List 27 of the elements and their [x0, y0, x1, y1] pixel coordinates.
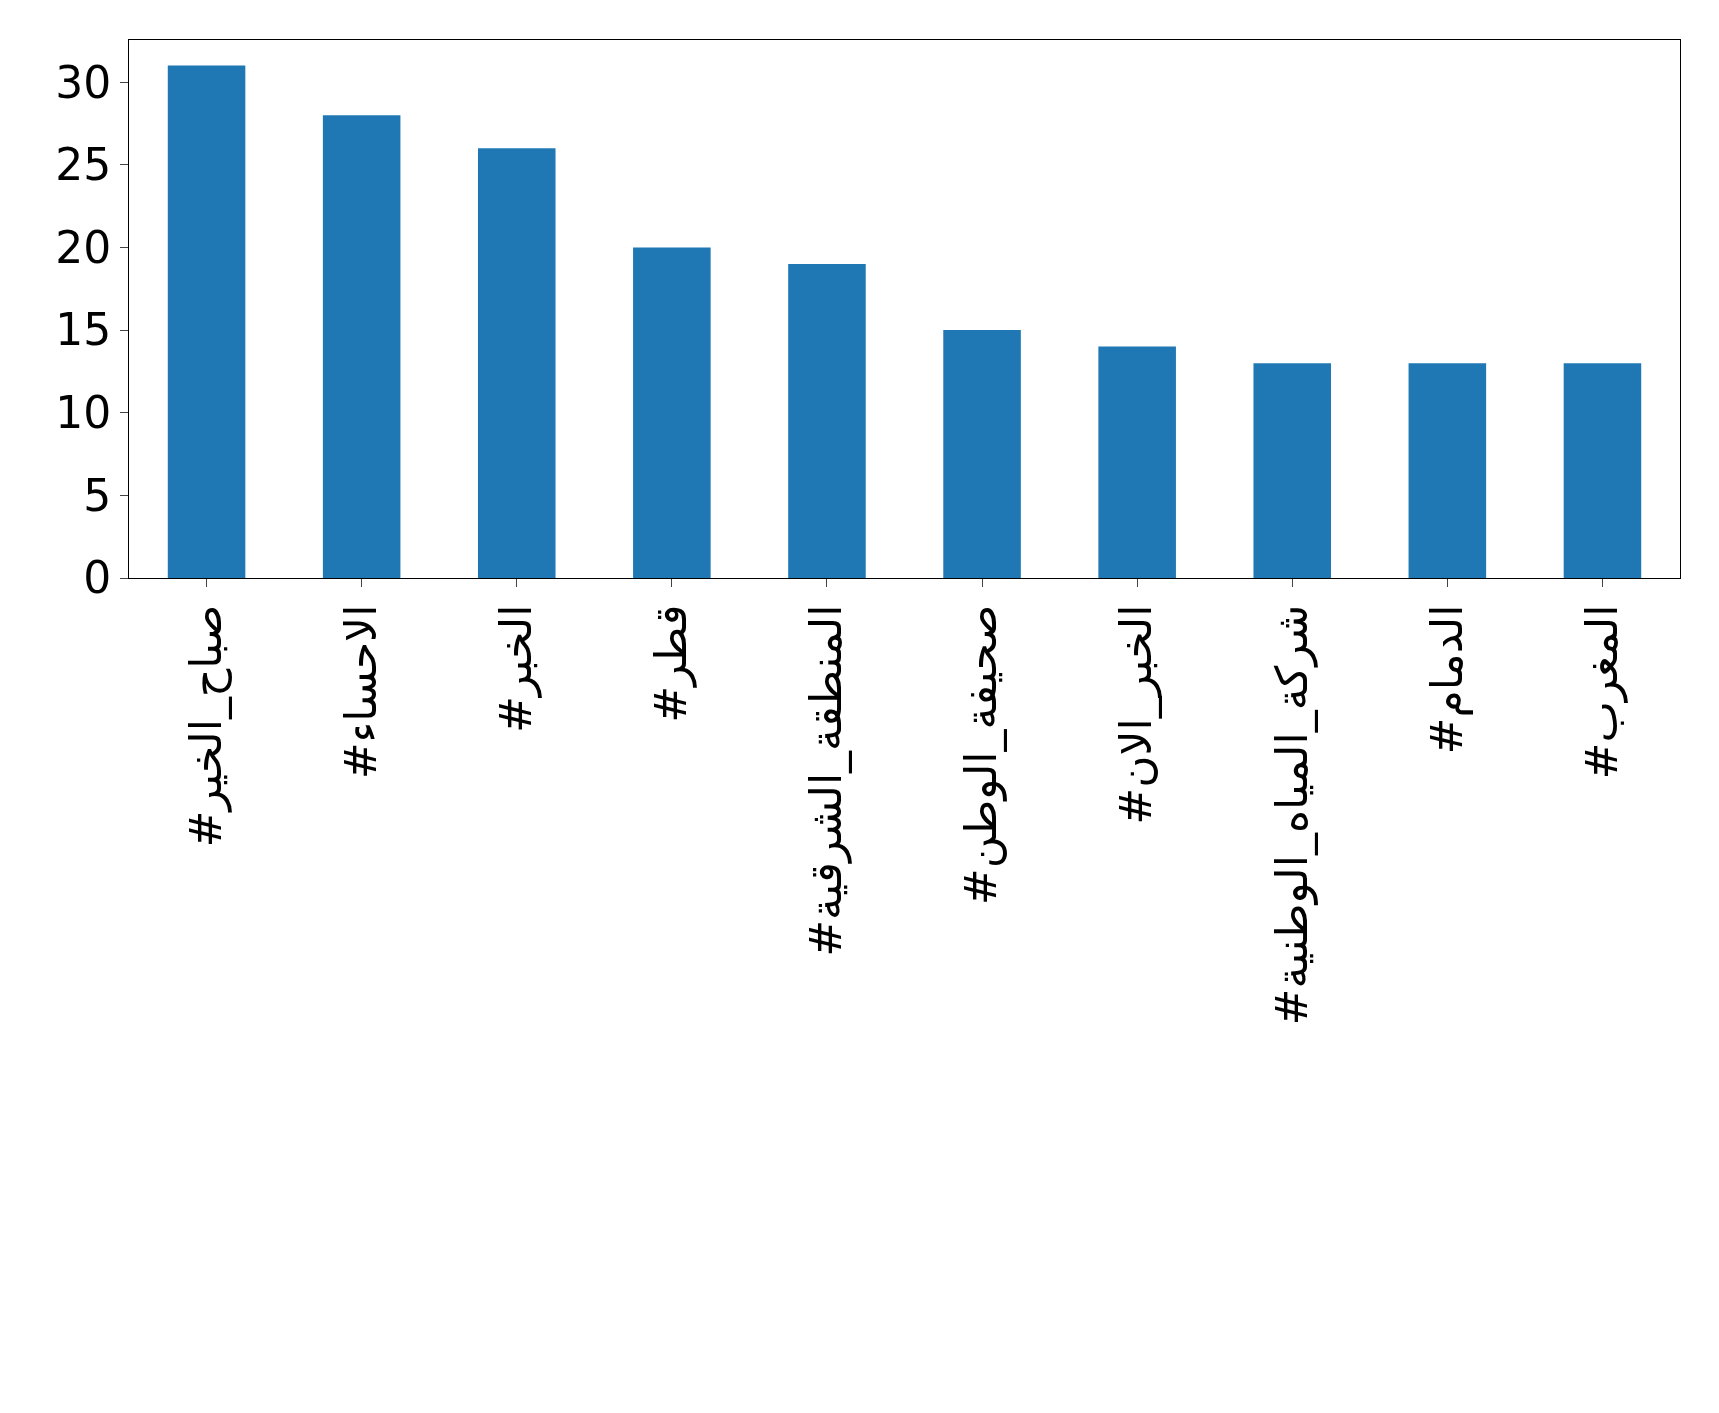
x-tick-label: #صحيفة_الوطن: [955, 604, 1008, 906]
y-tick-label: 5: [83, 469, 112, 521]
x-tick-label: #صباح_الخير: [179, 604, 232, 848]
bar: [788, 263, 866, 578]
x-tick-label: #الدمام: [1420, 604, 1473, 755]
bar: [1408, 363, 1487, 578]
y-tick-label: 30: [55, 56, 112, 108]
bar: [1253, 363, 1332, 578]
y-tick-label: 0: [83, 552, 112, 604]
x-tick-label: #المنطقة_الشرقية: [800, 604, 853, 957]
y-tick-label: 25: [55, 139, 112, 191]
x-tick-label: #شركة_المياه_الوطنية: [1265, 604, 1318, 1026]
x-tick-label: #المغرب: [1575, 604, 1628, 780]
bar: [167, 65, 246, 578]
bar: [943, 330, 1021, 578]
y-tick-label: 20: [55, 221, 112, 273]
bar: [1098, 346, 1176, 578]
bar: [633, 247, 711, 578]
bar: [1563, 363, 1642, 578]
x-tick-label: #قطر: [645, 604, 698, 723]
x-tick-label: #الخبر: [490, 604, 543, 734]
bar: [322, 115, 401, 578]
x-tick-label: #الخبر_الان: [1110, 604, 1163, 825]
x-tick-label: #الاحساء: [334, 604, 386, 780]
bar: [477, 148, 556, 578]
y-tick-label: 15: [55, 304, 112, 356]
y-tick-label: 10: [55, 387, 112, 439]
